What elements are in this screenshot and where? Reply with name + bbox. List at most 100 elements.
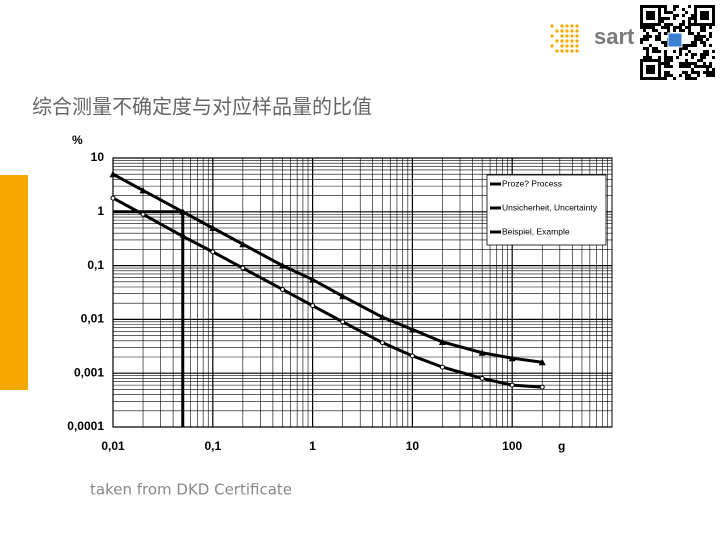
qr-module	[709, 44, 712, 47]
qr-module	[712, 5, 715, 8]
qr-module	[703, 65, 706, 68]
qr-module	[658, 32, 661, 35]
qr-module	[703, 14, 706, 17]
qr-module	[679, 74, 682, 77]
qr-module	[685, 53, 688, 56]
qr-module	[646, 71, 649, 74]
qr-module	[706, 17, 709, 20]
qr-module	[679, 29, 682, 32]
qr-module	[694, 65, 697, 68]
qr-module	[640, 26, 643, 29]
logo-dot	[575, 29, 579, 33]
qr-module	[679, 26, 682, 29]
qr-module	[709, 74, 712, 77]
qr-module	[655, 29, 658, 32]
qr-module	[655, 59, 658, 62]
qr-module	[694, 5, 697, 8]
qr-module	[652, 59, 655, 62]
qr-module	[643, 23, 646, 26]
marker	[240, 265, 246, 271]
qr-module	[712, 11, 715, 14]
marker	[409, 353, 415, 359]
qr-module	[658, 11, 661, 14]
qr-module	[646, 35, 649, 38]
qr-module	[658, 62, 661, 65]
qr-module	[664, 62, 667, 65]
qr-module	[700, 53, 703, 56]
qr-module	[676, 5, 679, 8]
qr-module	[700, 65, 703, 68]
logo-dot	[570, 24, 574, 28]
qr-module	[712, 68, 715, 71]
qr-module	[640, 74, 643, 77]
qr-module	[673, 50, 676, 53]
qr-module	[673, 14, 676, 17]
qr-module	[646, 47, 649, 50]
qr-module	[649, 44, 652, 47]
qr-module	[673, 5, 676, 8]
qr-module	[703, 50, 706, 53]
logo-dot	[560, 44, 564, 48]
qr-module	[655, 77, 658, 80]
logo-dot	[570, 44, 574, 48]
qr-module	[676, 26, 679, 29]
y-tick-label: 0,001	[74, 365, 104, 379]
qr-module	[682, 14, 685, 17]
marker	[139, 186, 147, 194]
logo-dot	[550, 34, 554, 38]
qr-module	[646, 50, 649, 53]
logo-dot	[575, 34, 579, 38]
qr-module	[712, 23, 715, 26]
qr-module	[706, 53, 709, 56]
qr-module	[679, 23, 682, 26]
qr-module	[709, 32, 712, 35]
x-tick-label: 1	[309, 439, 316, 453]
qr-module	[691, 71, 694, 74]
qr-module	[706, 14, 709, 17]
qr-module	[706, 5, 709, 8]
qr-module	[700, 56, 703, 59]
qr-module	[664, 74, 667, 77]
series-line	[112, 172, 543, 364]
qr-module	[652, 47, 655, 50]
logo-dot	[560, 34, 564, 38]
qr-module	[688, 29, 691, 32]
qr-module	[643, 59, 646, 62]
qr-module	[691, 53, 694, 56]
qr-module	[661, 5, 664, 8]
qr-module	[676, 56, 679, 59]
logo-dot	[550, 24, 554, 28]
qr-module	[703, 5, 706, 8]
qr-module	[700, 41, 703, 44]
qr-module	[700, 14, 703, 17]
logo-dot	[565, 29, 569, 33]
qr-module	[712, 50, 715, 53]
qr-module	[649, 26, 652, 29]
qr-module	[694, 11, 697, 14]
qr-module	[643, 56, 646, 59]
qr-module	[664, 71, 667, 74]
marker	[110, 195, 116, 201]
qr-module	[706, 74, 709, 77]
marker	[210, 249, 216, 255]
qr-module	[640, 71, 643, 74]
qr-module	[682, 47, 685, 50]
logo-dot	[565, 44, 569, 48]
qr-module	[712, 14, 715, 17]
qr-module	[694, 38, 697, 41]
qr-module	[664, 44, 667, 47]
qr-module	[709, 23, 712, 26]
qr-module	[649, 65, 652, 68]
qr-module	[664, 11, 667, 14]
qr-module	[664, 59, 667, 62]
qr-module	[640, 68, 643, 71]
qr-module	[700, 5, 703, 8]
qr-module	[658, 50, 661, 53]
qr-module	[682, 71, 685, 74]
qr-module	[658, 38, 661, 41]
qr-module	[649, 5, 652, 8]
qr-module	[640, 23, 643, 26]
qr-module	[697, 74, 700, 77]
qr-module	[703, 23, 706, 26]
qr-module	[694, 23, 697, 26]
